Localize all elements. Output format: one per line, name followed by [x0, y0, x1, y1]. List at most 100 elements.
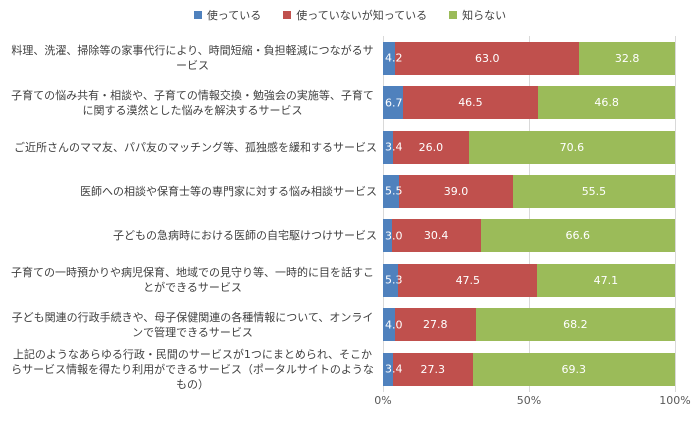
bar-segment-known-not-used: 47.5 — [398, 263, 538, 297]
bar-segment-used: 6.7 — [383, 86, 403, 120]
bar-segment-used: 5.3 — [383, 263, 403, 297]
chart-row: 子ども関連の行政手続きや、母子保健関連の各種情報について、オンラインで管理できる… — [8, 303, 675, 347]
bar-segment-known-not-used: 26.0 — [392, 130, 469, 164]
chart-row: 子育ての悩み共有・相談や、子育ての情報交換・勉強会の実施等、子育てに関する漠然と… — [8, 80, 675, 124]
data-label: 46.8 — [594, 96, 619, 110]
data-label: 46.5 — [458, 96, 483, 110]
category-label: 料理、洗濯、掃除等の家事代行により、時間短縮・負担軽減につながるサービス — [11, 44, 374, 73]
chart-row: 上記のようなあらゆる行政・民間のサービスが1つにまとめられ、そこからサービス情報… — [8, 347, 675, 392]
data-label: 30.4 — [423, 229, 449, 243]
stacked-bar: 3.0 30.4 66.6 — [383, 219, 675, 253]
category-label: 上記のようなあらゆる行政・民間のサービスが1つにまとめられ、そこからサービス情報… — [11, 347, 374, 391]
bar-segment-used: 5.5 — [383, 174, 403, 208]
bar-segment-unknown: 55.5 — [512, 174, 675, 208]
data-label: 39.0 — [443, 184, 469, 198]
legend-item-unknown: 知らない — [449, 7, 506, 23]
category-label: 子ども関連の行政手続きや、母子保健関連の各種情報について、オンラインで管理できる… — [11, 310, 374, 339]
bar-segment-used: 4.0 — [383, 308, 403, 342]
bar-segment-unknown: 68.2 — [475, 308, 675, 342]
bar-segment-used: 4.2 — [383, 41, 403, 75]
category-label-cell: 子育ての一時預かりや病児保育、地域での見守り等、一時的に目を話すことができるサー… — [8, 265, 383, 295]
category-label: 子どもの急病時における医師の自宅駆けつけサービス — [113, 229, 377, 243]
chart-rows: 料理、洗濯、掃除等の家事代行により、時間短縮・負担軽減につながるサービス 4.2 6… — [8, 36, 675, 392]
category-label-cell: 子どもの急病時における医師の自宅駆けつけサービス — [8, 228, 383, 243]
gridline — [529, 36, 530, 392]
data-label: 5.3 — [385, 273, 403, 287]
gridlines — [383, 36, 676, 392]
legend-swatch-icon — [193, 11, 202, 19]
data-label: 4.0 — [385, 318, 403, 332]
chart-row: 医師への相談や保育士等の専門家に対する悩み相談サービス 5.5 39.0 55.5 — [8, 169, 675, 213]
category-label: 子育ての一時預かりや病児保育、地域での見守り等、一時的に目を話すことができるサー… — [11, 266, 374, 295]
data-label: 47.5 — [455, 273, 481, 287]
data-label: 3.0 — [385, 229, 403, 243]
legend-item-known-not-used: 使っていないが知っている — [283, 7, 427, 23]
x-axis-tick: 50% — [516, 394, 542, 407]
chart-row: 料理、洗濯、掃除等の家事代行により、時間短縮・負担軽減につながるサービス 4.2 6… — [8, 36, 675, 80]
bar-segment-known-not-used: 39.0 — [399, 174, 513, 208]
bar-segment-used: 3.0 — [383, 219, 403, 253]
stacked-bar: 3.4 26.0 70.6 — [383, 130, 675, 164]
gridline — [675, 36, 676, 392]
data-label: 55.5 — [581, 184, 607, 198]
data-label: 3.4 — [385, 140, 403, 154]
data-label: 26.0 — [418, 140, 444, 154]
stacked-bar: 3.4 27.3 69.3 — [383, 352, 675, 386]
bar-segment-unknown: 46.8 — [538, 86, 675, 120]
data-label: 69.3 — [561, 362, 587, 376]
data-label: 32.8 — [614, 51, 640, 65]
data-label: 63.0 — [474, 51, 500, 65]
bar-segment-unknown: 69.3 — [472, 352, 675, 386]
plot-area: 料理、洗濯、掃除等の家事代行により、時間短縮・負担軽減につながるサービス 4.2 6… — [0, 36, 700, 392]
bar-segment-used: 3.4 — [383, 130, 403, 164]
bar-segment-unknown: 32.8 — [579, 41, 675, 75]
x-axis-tick: 0% — [374, 394, 392, 407]
category-label: 医師への相談や保育士等の専門家に対する悩み相談サービス — [80, 184, 377, 198]
stacked-bar: 5.3 47.5 47.1 — [383, 263, 675, 297]
category-label-cell: 子ども関連の行政手続きや、母子保健関連の各種情報について、オンラインで管理できる… — [8, 310, 383, 340]
legend-label: 知らない — [462, 9, 507, 22]
data-label: 70.6 — [559, 140, 585, 154]
bar-segment-unknown: 70.6 — [468, 130, 675, 164]
legend-label: 使っていないが知っている — [296, 9, 428, 22]
bar-segment-known-not-used: 27.8 — [394, 308, 476, 342]
category-label-cell: ご近所さんのママ友、パパ友のマッチング等、孤独感を緩和するサービス — [8, 140, 383, 155]
category-label-cell: 料理、洗濯、掃除等の家事代行により、時間短縮・負担軽減につながるサービス — [8, 43, 383, 73]
data-label: 3.4 — [385, 362, 403, 376]
data-label: 66.6 — [565, 229, 591, 243]
category-label: 子育ての悩み共有・相談や、子育ての情報交換・勉強会の実施等、子育てに関する漠然と… — [11, 88, 374, 117]
stacked-bar: 4.0 27.8 68.2 — [383, 308, 675, 342]
data-label: 27.8 — [423, 318, 448, 332]
stacked-bar: 4.2 63.0 32.8 — [383, 41, 675, 75]
category-label-cell: 上記のようなあらゆる行政・民間のサービスが1つにまとめられ、そこからサービス情報… — [8, 347, 383, 392]
bar-segment-unknown: 66.6 — [480, 219, 675, 253]
legend-label: 使っている — [206, 9, 262, 22]
category-label: ご近所さんのママ友、パパ友のマッチング等、孤独感を緩和するサービス — [14, 140, 377, 154]
category-label-cell: 医師への相談や保育士等の専門家に対する悩み相談サービス — [8, 184, 383, 199]
category-label-cell: 子育ての悩み共有・相談や、子育ての情報交換・勉強会の実施等、子育てに関する漠然と… — [8, 88, 383, 118]
x-axis-tick: 100% — [659, 394, 691, 407]
chart-row: ご近所さんのママ友、パパ友のマッチング等、孤独感を緩和するサービス 3.4 26.0… — [8, 125, 675, 169]
legend-item-used: 使っている — [193, 7, 262, 23]
data-label: 5.5 — [385, 184, 403, 198]
bar-segment-known-not-used: 63.0 — [395, 41, 580, 75]
bar-segment-used: 3.4 — [383, 352, 403, 386]
data-label: 4.2 — [385, 51, 403, 65]
gridline — [383, 36, 384, 392]
chart-row: 子育ての一時預かりや病児保育、地域での見守り等、一時的に目を話すことができるサー… — [8, 258, 675, 302]
stacked-bar: 5.5 39.0 55.5 — [383, 174, 675, 208]
chart-legend: 使っている 使っていないが知っている 知らない — [0, 7, 700, 23]
bar-segment-known-not-used: 27.3 — [392, 352, 473, 386]
data-label: 68.2 — [563, 318, 588, 332]
legend-swatch-icon — [449, 11, 458, 19]
chart-row: 子どもの急病時における医師の自宅駆けつけサービス 3.0 30.4 66.6 — [8, 214, 675, 258]
bar-segment-known-not-used: 46.5 — [402, 86, 539, 120]
legend-swatch-icon — [283, 11, 292, 19]
bar-segment-known-not-used: 30.4 — [391, 219, 481, 253]
stacked-bar: 6.7 46.5 46.8 — [383, 86, 675, 120]
data-label: 6.7 — [385, 96, 403, 110]
data-label: 27.3 — [420, 362, 446, 376]
data-label: 47.1 — [593, 273, 619, 287]
x-axis: 0% 50% 100% — [374, 394, 690, 412]
